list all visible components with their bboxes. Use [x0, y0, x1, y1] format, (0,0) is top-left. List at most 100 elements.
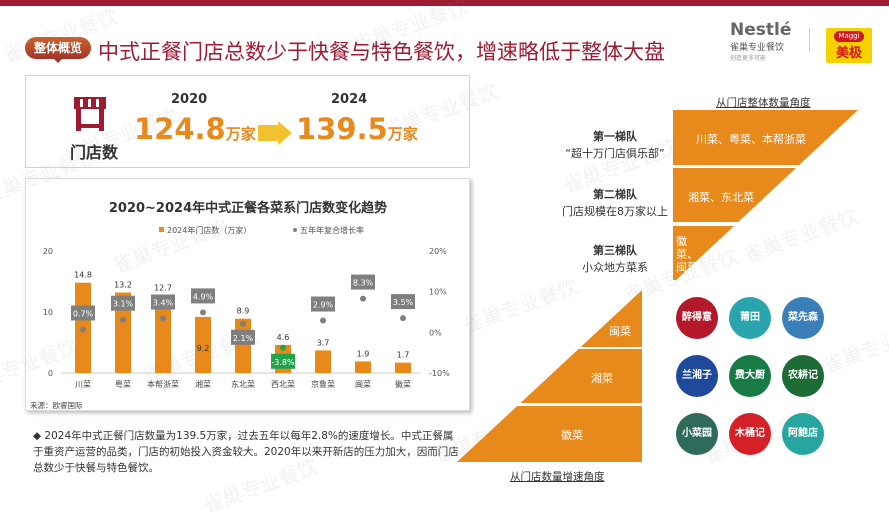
maggi-logo: Maggi 美极	[826, 28, 872, 63]
chart-source: 来源：欧睿国际	[30, 400, 83, 410]
growth-label-box	[71, 305, 95, 321]
growth-point	[160, 315, 166, 322]
growth-label: 0.7%	[73, 309, 94, 318]
to-year: 2024	[331, 92, 368, 107]
growth-label-box	[271, 353, 295, 369]
store-icon	[74, 97, 106, 131]
growth-cuisine: 徽菜	[561, 429, 583, 442]
brand-logo: 小菜园	[676, 413, 718, 455]
brand-logo: 木桶记	[729, 413, 771, 455]
growth-label: -3.8%	[271, 358, 295, 367]
legend-bar-label: 2024年门店数（万家）	[167, 225, 251, 235]
tier-name: 第一梯队	[593, 130, 637, 143]
bar	[395, 362, 411, 373]
x-tick-label: 闽菜	[355, 379, 371, 389]
legend-dot-swatch	[293, 228, 297, 232]
growth-band	[520, 349, 642, 403]
growth-label: 3.4%	[153, 299, 174, 308]
x-tick-label: 粤菜	[115, 379, 131, 389]
bar-value-label: 12.7	[154, 284, 172, 293]
y2-tick-label: 20%	[429, 247, 447, 256]
to-value: 139.5万家	[296, 112, 418, 146]
x-tick-label: 本帮浙菜	[147, 379, 179, 389]
growth-label-box	[351, 274, 375, 290]
growth-band	[457, 406, 642, 462]
growth-point	[80, 326, 86, 333]
tier-label: 第三梯队小众地方菜系	[545, 242, 685, 276]
growth-point	[280, 344, 286, 351]
tier-band	[673, 168, 796, 222]
growth-label: 4.9%	[193, 292, 214, 301]
y-tick-label: 0	[48, 369, 53, 378]
bar	[195, 316, 211, 373]
from-year: 2020	[171, 92, 208, 107]
brand-logo: 兰湘子	[676, 355, 718, 397]
growth-label: 2.1%	[233, 334, 254, 343]
y-tick-label: 20	[43, 247, 53, 256]
bar-value-label: 8.9	[237, 307, 250, 316]
brand-logo: 费大厨	[729, 355, 771, 397]
brand-logo: 醉得意	[676, 297, 718, 339]
tier-name: 第三梯队	[593, 244, 637, 257]
tier-name: 第二梯队	[593, 188, 637, 201]
chart-card: 2020~2024年中式正餐各菜系门店数变化趋势 2024年门店数（万家） 五年年复…	[25, 178, 470, 411]
arrow-right-icon	[258, 121, 292, 145]
growth-label: 8.3%	[353, 279, 374, 288]
page-title: 中式正餐门店总数少于快餐与特色餐饮，增速略低于整体大盘	[98, 40, 665, 64]
growth-point	[320, 317, 326, 324]
brand-logo: 农耕记	[782, 355, 824, 397]
tier-cuisines: 湘菜、东北菜	[688, 191, 754, 204]
growth-label: 3.5%	[393, 298, 414, 307]
x-tick-label: 京鲁菜	[311, 379, 335, 389]
bar-value-label: 3.7	[317, 338, 330, 347]
from-value: 124.8万家	[134, 112, 256, 146]
x-tick-label: 徽菜	[395, 379, 411, 389]
growth-label-box	[111, 295, 135, 311]
summary-note: ◆ 2024年中式正餐门店数量为139.5万家，过去五年以每年2.8%的速度增长…	[33, 430, 459, 474]
tier-triangles	[457, 110, 858, 462]
store-count-panel: 门店数 2020 124.8万家 2024 139.5万家	[25, 75, 470, 168]
bar-value-label: 14.8	[74, 271, 92, 280]
growth-label-box	[311, 296, 335, 312]
cuisine-store-chart: 2020~2024年中式正餐各菜系门店数变化趋势 2024年门店数（万家） 五年年复…	[30, 200, 450, 410]
growth-label-box	[231, 329, 255, 345]
bar	[115, 292, 131, 373]
tier-desc: 小众地方菜系	[582, 261, 648, 274]
growth-label: 2.9%	[313, 301, 334, 310]
tier-desc: 门店规模在8万家以上	[562, 205, 668, 218]
growth-point	[360, 295, 366, 302]
tier-label: 第二梯队门店规模在8万家以上	[545, 186, 685, 220]
tier-cuisines: 徽菜、闽菜	[676, 235, 698, 274]
growth-label-box	[191, 288, 215, 304]
growth-heading: 从门店数量增速角度	[510, 471, 605, 483]
bar-value-label: 9.2	[197, 344, 210, 353]
tier-cuisines: 川菜、粤菜、本帮浙菜	[696, 133, 806, 146]
growth-label-box	[151, 294, 175, 310]
legend-dot-label: 五年年复合增长率	[300, 225, 364, 235]
brand-logo: 菜先森	[782, 297, 824, 339]
top-bar	[0, 0, 889, 6]
growth-cuisine: 闽菜	[609, 325, 631, 338]
bar-value-label: 1.9	[357, 349, 370, 358]
growth-point	[400, 315, 406, 322]
y-tick-label: 10	[43, 308, 53, 317]
store-count-label: 门店数	[70, 143, 119, 162]
bar-value-label: 13.2	[114, 280, 132, 289]
growth-cuisine: 湘菜	[591, 372, 613, 385]
tier-heading: 从门店整体数量角度	[716, 97, 811, 109]
nestle-logo: Nestlé 雀巢专业餐饮 创造更多可能	[730, 20, 792, 62]
x-tick-label: 湘菜	[195, 379, 211, 389]
chart-title: 2020~2024年中式正餐各菜系门店数变化趋势	[109, 200, 387, 216]
growth-point	[240, 320, 246, 327]
growth-point	[200, 309, 206, 316]
x-tick-label: 西北菜	[271, 379, 295, 389]
bar	[315, 350, 331, 373]
brand-logo: 莆田	[729, 297, 771, 339]
legend-bar-swatch	[159, 227, 164, 232]
x-tick-label: 川菜	[75, 379, 91, 389]
section-badge: 整体概览	[25, 37, 91, 63]
y2-tick-label: 10%	[429, 288, 447, 297]
y2-tick-label: 0%	[429, 328, 442, 337]
growth-label-box	[391, 294, 415, 310]
x-tick-label: 东北菜	[231, 379, 255, 389]
